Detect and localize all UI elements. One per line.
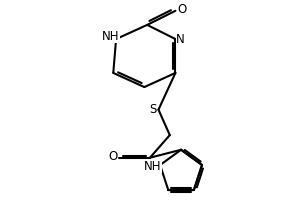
Text: NH: NH <box>143 160 161 173</box>
Text: O: O <box>178 3 187 16</box>
Text: S: S <box>149 103 157 116</box>
Text: N: N <box>176 33 185 46</box>
Text: O: O <box>108 150 117 163</box>
Text: NH: NH <box>102 30 120 43</box>
